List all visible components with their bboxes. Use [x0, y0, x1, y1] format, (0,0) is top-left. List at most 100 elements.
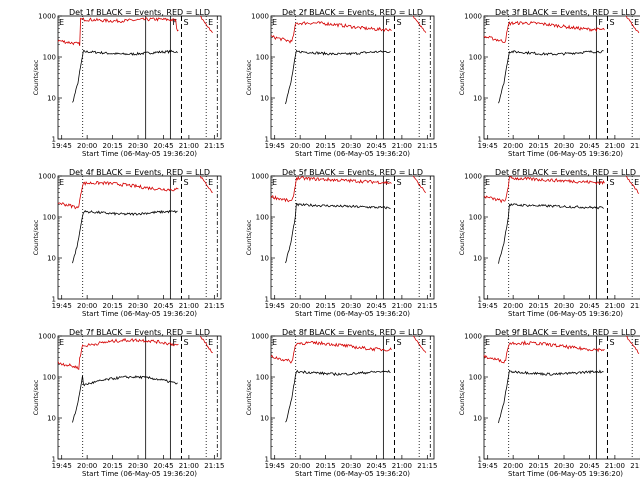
x-tick-label: 20:00: [290, 462, 310, 470]
event-marker-label: E: [634, 178, 639, 187]
y-tick-label: 100: [256, 214, 269, 222]
x-axis-label: Start Time (06-May-05 19:36:20): [508, 310, 623, 318]
panel-title: Det 5f BLACK = Events, RED = LLD: [282, 168, 423, 177]
event-marker-label: F: [385, 178, 390, 187]
x-tick-label: 21:15: [204, 142, 224, 150]
panel-title: Det 1f BLACK = Events, RED = LLD: [69, 8, 210, 17]
event-marker-label: E: [421, 338, 426, 347]
lld-series-line: [57, 15, 213, 46]
x-tick-label: 19:45: [265, 142, 285, 150]
event-marker-label: E: [208, 338, 213, 347]
event-marker-label: E: [59, 338, 64, 347]
x-tick-label: 21:00: [605, 302, 625, 310]
y-tick-label: 10: [260, 255, 269, 263]
plot-frame: [483, 15, 640, 140]
event-marker-label: S: [396, 338, 401, 347]
x-axis-label: Start Time (06-May-05 19:36:20): [508, 470, 623, 478]
panel-title: Det 9f BLACK = Events, RED = LLD: [495, 328, 636, 337]
x-tick-label: 21:00: [392, 142, 412, 150]
x-tick-label: 20:45: [579, 302, 599, 310]
event-marker-label: S: [183, 18, 188, 27]
x-tick-label: 21:00: [392, 302, 412, 310]
panel-title: Det 3f BLACK = Events, RED = LLD: [495, 8, 636, 17]
event-marker-label: S: [609, 18, 614, 27]
plot-frame: [483, 335, 640, 460]
events-series-line: [498, 203, 604, 264]
plot-frame: [57, 15, 222, 140]
y-axis-label: Counts/sec: [458, 379, 466, 415]
x-tick-label: 19:45: [478, 462, 498, 470]
x-tick-label: 21:15: [630, 142, 640, 150]
x-tick-label: 21:00: [605, 462, 625, 470]
events-series-line: [285, 369, 391, 423]
event-marker-label: F: [385, 18, 390, 27]
lld-series-line: [270, 335, 427, 364]
detector-panel-9: Det 9f BLACK = Events, RED = LLD 1 10 100 10…: [458, 328, 640, 478]
lld-series-line: [270, 15, 427, 44]
y-tick-label: 100: [256, 374, 269, 382]
y-tick-label: 100: [43, 214, 56, 222]
x-tick-label: 20:00: [290, 142, 310, 150]
x-tick-label: 20:30: [554, 302, 574, 310]
panel-title: Det 2f BLACK = Events, RED = LLD: [282, 8, 423, 17]
y-tick-label: 1000: [38, 333, 56, 341]
x-tick-label: 19:45: [478, 302, 498, 310]
y-axis-label: Counts/sec: [245, 59, 253, 95]
x-tick-label: 19:45: [52, 302, 72, 310]
y-tick-label: 10: [47, 95, 56, 103]
event-marker-label: E: [208, 178, 213, 187]
x-axis-label: Start Time (06-May-05 19:36:20): [508, 150, 623, 158]
y-tick-label: 10: [473, 255, 482, 263]
event-marker-label: F: [172, 178, 177, 187]
detector-panel-8: Det 8f BLACK = Events, RED = LLD 1 10 100 10…: [245, 328, 437, 478]
event-marker-label: S: [183, 178, 188, 187]
event-marker-label: E: [421, 178, 426, 187]
x-tick-label: 20:00: [503, 302, 523, 310]
x-axis-label: Start Time (06-May-05 19:36:20): [82, 150, 197, 158]
x-tick-label: 20:00: [77, 462, 97, 470]
y-tick-label: 100: [256, 54, 269, 62]
event-marker-label: E: [634, 18, 639, 27]
plot-frame: [270, 175, 435, 300]
y-tick-label: 1: [265, 136, 269, 144]
y-axis-label: Counts/sec: [245, 379, 253, 415]
x-tick-label: 20:15: [102, 462, 122, 470]
y-tick-label: 10: [473, 95, 482, 103]
x-tick-label: 20:00: [77, 142, 97, 150]
y-tick-label: 1000: [464, 333, 482, 341]
x-tick-label: 20:15: [102, 142, 122, 150]
lld-series-line: [483, 175, 640, 204]
x-axis-label: Start Time (06-May-05 19:36:20): [82, 310, 197, 318]
y-tick-label: 10: [260, 95, 269, 103]
events-series-line: [72, 49, 178, 103]
x-tick-label: 21:15: [417, 142, 437, 150]
x-tick-label: 19:45: [265, 302, 285, 310]
x-tick-label: 20:45: [153, 142, 173, 150]
y-tick-label: 1: [52, 456, 56, 464]
x-axis-label: Start Time (06-May-05 19:36:20): [295, 310, 410, 318]
x-tick-label: 20:30: [554, 142, 574, 150]
events-series-line: [498, 50, 604, 104]
events-series-line: [285, 49, 391, 105]
x-tick-label: 20:15: [528, 302, 548, 310]
y-tick-label: 1000: [38, 173, 56, 181]
events-series-line: [72, 375, 178, 423]
lld-series-line: [57, 175, 213, 210]
x-tick-label: 20:30: [341, 462, 361, 470]
y-tick-label: 100: [469, 214, 482, 222]
y-tick-label: 1: [478, 136, 482, 144]
y-tick-label: 1000: [38, 13, 56, 21]
plot-frame: [483, 175, 640, 300]
event-marker-label: F: [385, 338, 390, 347]
x-tick-label: 20:15: [528, 142, 548, 150]
x-tick-label: 19:45: [52, 462, 72, 470]
x-tick-label: 20:00: [503, 462, 523, 470]
events-series-line: [498, 369, 604, 424]
y-tick-label: 10: [473, 415, 482, 423]
x-tick-label: 20:30: [554, 462, 574, 470]
detector-panel-7: Det 7f BLACK = Events, RED = LLD 1 10 100 10…: [32, 328, 224, 478]
x-tick-label: 21:15: [417, 462, 437, 470]
y-tick-label: 10: [47, 255, 56, 263]
y-tick-label: 1: [265, 456, 269, 464]
event-marker-label: E: [59, 178, 64, 187]
